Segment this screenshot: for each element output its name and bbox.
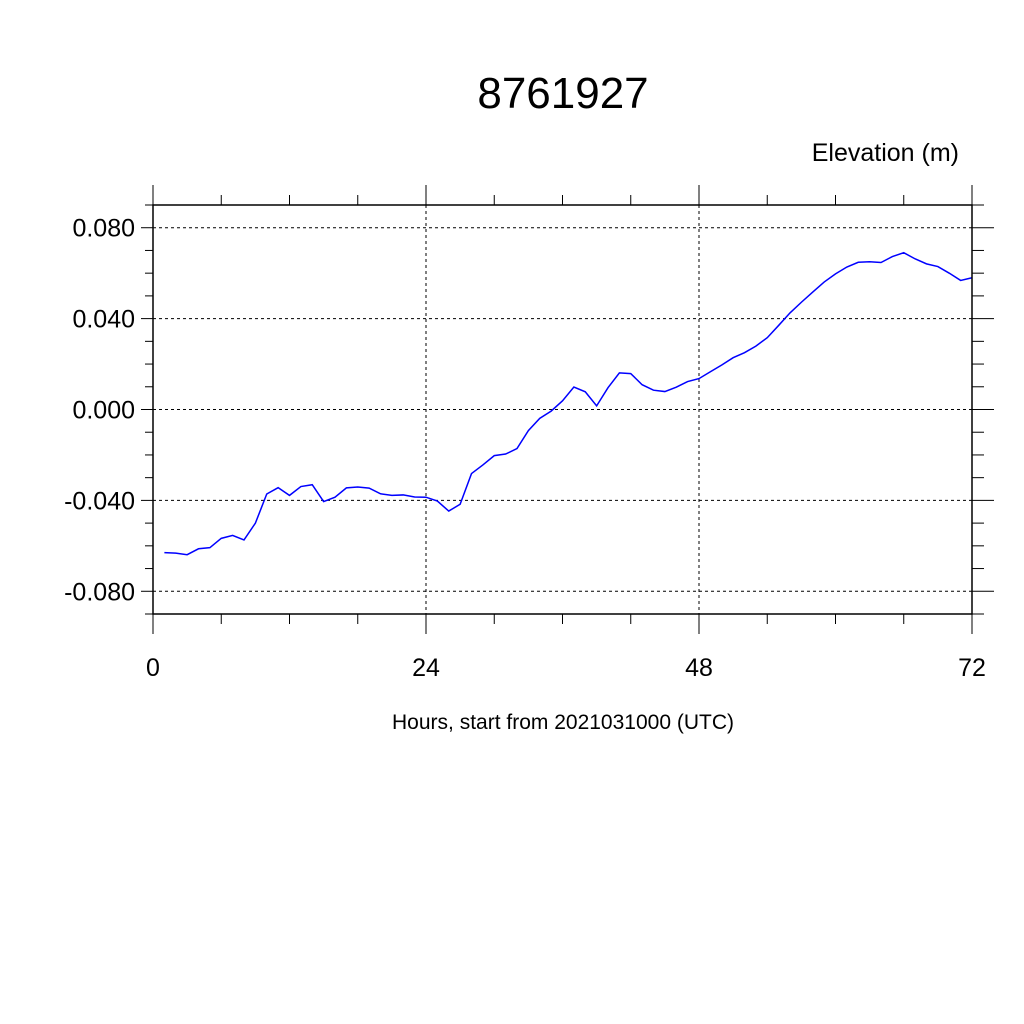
y-tick-label: 0.040 <box>72 306 135 334</box>
grid-lines <box>153 205 972 614</box>
tick-labels: 0.080 0.040 0.000 -0.040 -0.080 0 24 48 72 <box>64 215 986 682</box>
x-tick-label: 24 <box>412 654 440 682</box>
plot-frame <box>152 204 973 615</box>
x-axis-label: Hours, start from 2021031000 (UTC) <box>392 711 734 734</box>
y-tick-label: -0.040 <box>64 487 135 515</box>
axis-ticks <box>141 185 994 634</box>
y-tick-label: 0.080 <box>72 215 135 243</box>
chart-title: 8761927 <box>477 69 648 118</box>
x-tick-label: 0 <box>146 654 160 682</box>
y-tick-label: 0.000 <box>72 397 135 425</box>
x-tick-label: 72 <box>958 654 986 682</box>
x-tick-label: 48 <box>685 654 713 682</box>
y-axis-label: Elevation (m) <box>812 139 959 167</box>
series-line <box>164 251 973 556</box>
y-tick-label: -0.080 <box>64 578 135 606</box>
